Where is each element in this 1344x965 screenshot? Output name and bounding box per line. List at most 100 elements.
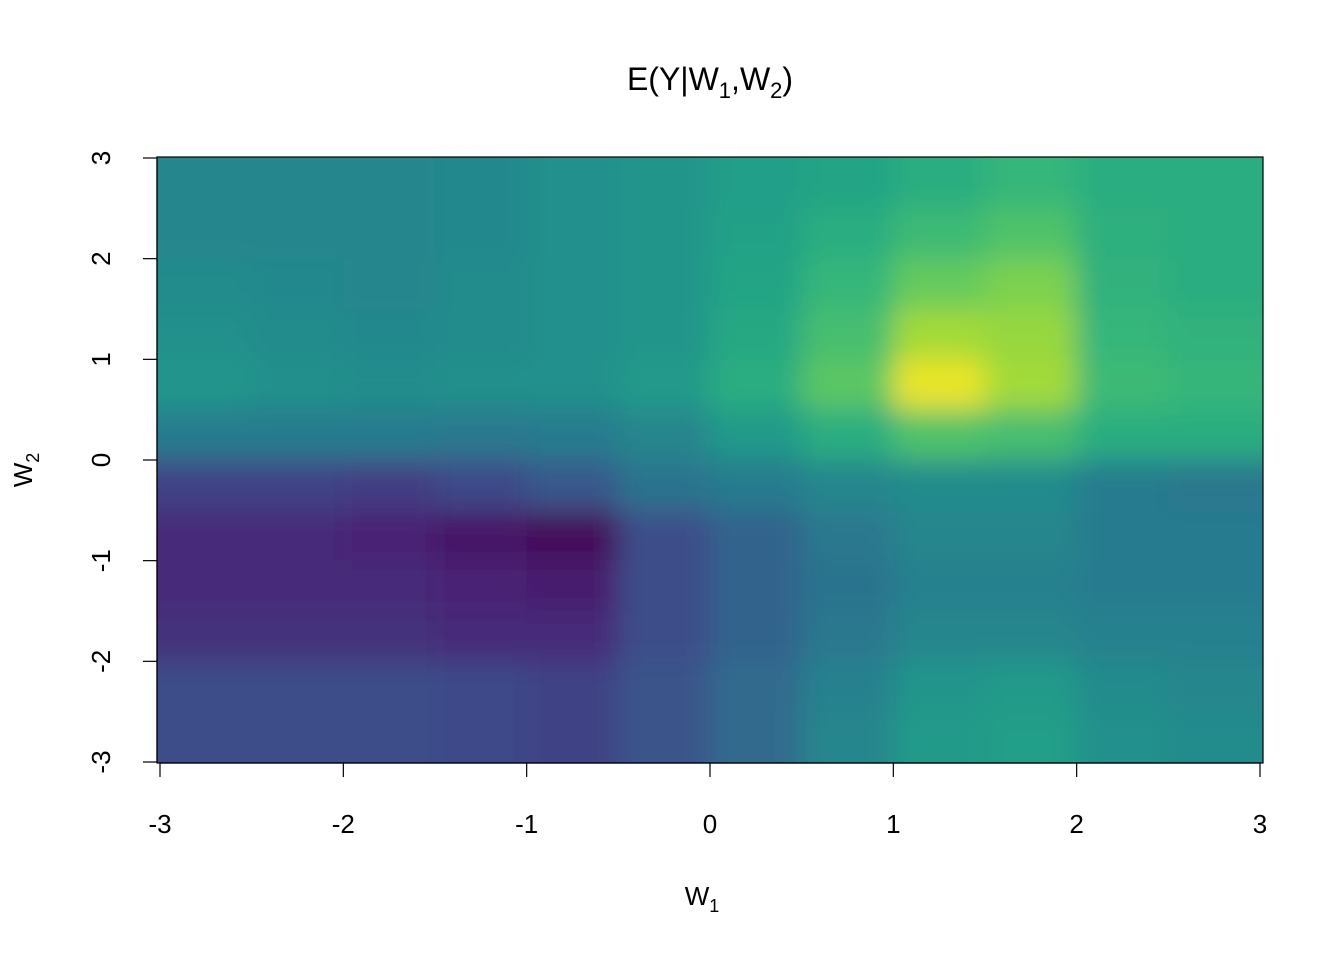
heatmap-cell (618, 711, 711, 763)
heatmap-cell (157, 258, 253, 310)
heatmap-cell (1168, 711, 1263, 763)
x-tick-label: 2 (1069, 809, 1083, 839)
heatmap-cell (618, 560, 711, 612)
heatmap-cell (1076, 611, 1170, 663)
heatmap-cell (526, 309, 620, 361)
heatmap-cell (985, 309, 1078, 361)
y-tick-label: -3 (86, 750, 116, 773)
heatmap-cell (801, 460, 895, 512)
heatmap-cell (157, 711, 253, 763)
heatmap-cell (526, 359, 620, 411)
x-axis: -3 -2 -1 0 1 2 3 (148, 762, 1267, 839)
heatmap-cell (251, 611, 345, 663)
heatmap-cell (343, 359, 436, 411)
heatmap-cell (710, 258, 803, 310)
heatmap-cell (985, 157, 1078, 210)
heatmap-cell (251, 359, 345, 411)
heatmap-cell (251, 208, 345, 260)
heatmap-cell (157, 661, 253, 713)
heatmap-cell (251, 157, 345, 210)
heatmap-cell (343, 460, 436, 512)
heatmap-cell (801, 359, 895, 411)
x-tick-label: 0 (703, 809, 717, 839)
heatmap-cell (157, 460, 253, 512)
heatmap-cell (1168, 359, 1263, 411)
heatmap-cell (251, 560, 345, 612)
heatmap-cell (251, 309, 345, 361)
heatmap-cell (618, 208, 711, 260)
x-tick-label: -3 (148, 809, 171, 839)
heatmap-cell (1168, 510, 1263, 562)
heatmap-cell (893, 309, 986, 361)
heatmap-cells (157, 157, 1263, 763)
heatmap-cell (710, 711, 803, 763)
heatmap-cell (710, 611, 803, 663)
heatmap-cell (435, 560, 528, 612)
heatmap-cell (251, 258, 345, 310)
heatmap-cell (1168, 157, 1263, 210)
heatmap-cell (251, 510, 345, 562)
y-axis: -3 -2 -1 0 1 2 3 (86, 151, 158, 774)
heatmap-cell (985, 359, 1078, 411)
heatmap-cell (801, 208, 895, 260)
heatmap-cell (985, 460, 1078, 512)
heatmap-cell (1168, 208, 1263, 260)
heatmap-cell (435, 711, 528, 763)
y-tick-label: 2 (86, 251, 116, 265)
heatmap-cell (1168, 309, 1263, 361)
heatmap-cell (893, 611, 986, 663)
heatmap-cell (1168, 460, 1263, 512)
heatmap-cell (618, 460, 711, 512)
x-tick-label: -1 (515, 809, 538, 839)
heatmap-cell (157, 309, 253, 361)
heatmap-cell (710, 409, 803, 461)
heatmap-cell (526, 157, 620, 210)
heatmap-cell (801, 258, 895, 310)
heatmap-cell (893, 560, 986, 612)
heatmap-cell (251, 711, 345, 763)
heatmap-cell (343, 560, 436, 612)
heatmap-cell (618, 359, 711, 411)
heatmap-cell (343, 510, 436, 562)
heatmap-cell (435, 359, 528, 411)
heatmap-cell (985, 560, 1078, 612)
heatmap-cell (435, 611, 528, 663)
heatmap-cell (710, 510, 803, 562)
heatmap-cell (1076, 460, 1170, 512)
heatmap-cell (251, 409, 345, 461)
heatmap-cell (893, 258, 986, 310)
x-axis-label: W1 (685, 881, 720, 916)
heatmap-cell (618, 258, 711, 310)
heatmap-cell (710, 309, 803, 361)
heatmap-cell (157, 359, 253, 411)
heatmap-cell (435, 157, 528, 210)
heatmap-cell (435, 409, 528, 461)
heatmap-cell (985, 510, 1078, 562)
heatmap-cell (343, 711, 436, 763)
heatmap-cell (1168, 258, 1263, 310)
heatmap-cell (893, 711, 986, 763)
heatmap-cell (1076, 359, 1170, 411)
heatmap-cell (1076, 208, 1170, 260)
heatmap-cell (801, 711, 895, 763)
heatmap-cell (251, 460, 345, 512)
heatmap-cell (1076, 560, 1170, 612)
heatmap-cell (893, 409, 986, 461)
heatmap-cell (710, 359, 803, 411)
heatmap-cell (526, 208, 620, 260)
heatmap-cell (618, 510, 711, 562)
heatmap-cell (801, 309, 895, 361)
heatmap-cell (343, 208, 436, 260)
heatmap-cell (985, 611, 1078, 663)
y-tick-label: -1 (86, 549, 116, 572)
heatmap-cell (618, 157, 711, 210)
heatmap-cell (618, 611, 711, 663)
heatmap-cell (1168, 611, 1263, 663)
heatmap-cell (526, 510, 620, 562)
chart-title: E(Y|W1,W2) (627, 61, 793, 103)
heatmap-cell (710, 208, 803, 260)
heatmap-cell (1076, 309, 1170, 361)
heatmap-cell (801, 510, 895, 562)
x-tick-label: -2 (332, 809, 355, 839)
